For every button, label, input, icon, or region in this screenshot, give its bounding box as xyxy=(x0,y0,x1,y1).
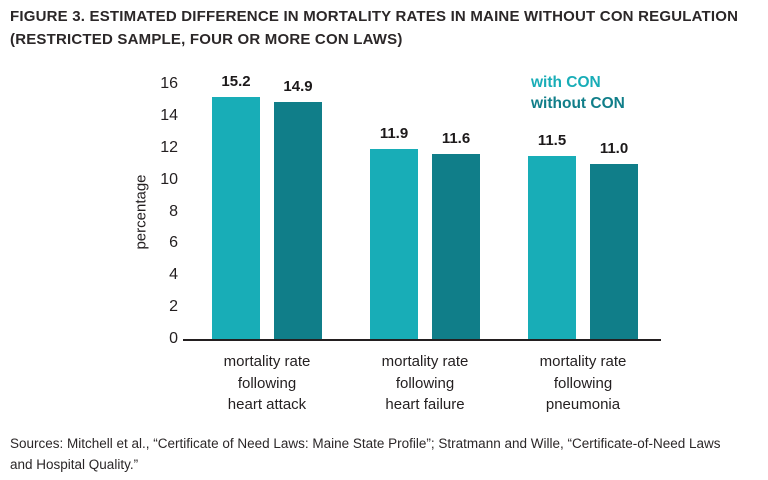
y-tick-label: 2 xyxy=(169,298,178,316)
bar-without-CON xyxy=(274,102,322,339)
bar-with-CON xyxy=(370,149,418,339)
bar-value-label: 15.2 xyxy=(221,73,251,90)
legend: with CON without CON xyxy=(531,72,625,114)
figure-title: FIGURE 3. ESTIMATED DIFFERENCE IN MORTAL… xyxy=(10,8,739,48)
bar-with-CON xyxy=(212,97,260,339)
bar-value-label: 11.0 xyxy=(599,140,629,157)
bar-without-CON xyxy=(432,154,480,339)
category-label: mortality rate following heart attack xyxy=(223,353,311,413)
category-label: mortality rate following heart failure xyxy=(381,353,469,413)
y-tick-label: 10 xyxy=(160,170,178,188)
y-tick-label: 4 xyxy=(169,266,178,284)
bar-without-CON xyxy=(590,164,638,339)
bar-value-label: 11.6 xyxy=(441,130,471,147)
legend-item-with-CON: with CON xyxy=(531,74,601,91)
y-tick-label: 12 xyxy=(160,138,178,156)
legend-item-without-CON: without CON xyxy=(531,95,625,112)
category-label: mortality rate following pneumonia xyxy=(539,353,627,413)
bar-value-label: 11.9 xyxy=(379,125,409,142)
bar-with-CON xyxy=(528,156,576,339)
y-tick-label: 14 xyxy=(160,106,178,124)
y-tick-label: 6 xyxy=(169,234,178,252)
y-tick-label: 0 xyxy=(169,330,178,347)
y-tick-label: 16 xyxy=(160,75,178,92)
y-tick-label: 8 xyxy=(169,202,178,220)
source-note: Sources: Mitchell et al., “Certificate o… xyxy=(10,436,721,472)
x-axis-line xyxy=(183,339,661,341)
bar-value-label: 11.5 xyxy=(537,132,567,149)
bar-value-label: 14.9 xyxy=(283,78,313,95)
